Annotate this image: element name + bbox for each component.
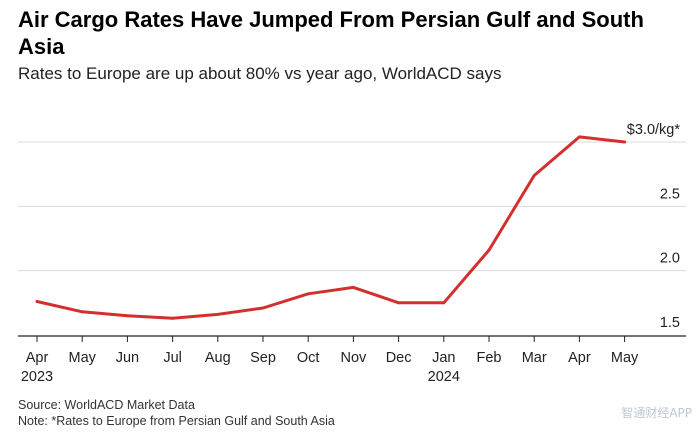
x-tick-label: Apr xyxy=(26,350,49,366)
x-tick-label: Apr xyxy=(568,350,591,366)
x-tick-label: Jul xyxy=(163,350,182,366)
x-tick-label: Nov xyxy=(341,350,368,366)
data-point xyxy=(352,285,355,289)
data-point xyxy=(487,248,491,252)
x-tick-label: Oct xyxy=(297,350,320,366)
x-axis-labels: Apr May Jun Jul Aug Sep Oct Nov Dec Jan Feb Mar Apr M… xyxy=(21,350,639,385)
data-point xyxy=(306,292,310,296)
source-note: Source: WorldACD Market Data xyxy=(18,398,195,412)
chart-subtitle: Rates to Europe are up about 80% vs year… xyxy=(18,64,502,83)
y-axis-labels: 1.5 2.0 2.5 $3.0/kg* xyxy=(627,122,681,331)
data-point xyxy=(442,301,446,305)
series-layer xyxy=(35,135,627,320)
y-tick-label: 2.0 xyxy=(660,251,680,267)
series-line-rates xyxy=(35,135,627,320)
x-tick-label: May xyxy=(611,350,639,366)
y-tick-label: 2.5 xyxy=(660,186,680,202)
data-point xyxy=(80,310,84,314)
y-tick-label: 1.5 xyxy=(660,315,680,331)
data-point xyxy=(216,313,220,316)
footnote: Note: *Rates to Europe from Persian Gulf… xyxy=(18,414,335,428)
grid-lines xyxy=(18,141,686,272)
x-tick-label: Jan xyxy=(432,350,455,366)
x-tick-label: Mar xyxy=(522,350,547,366)
x-tick-label: May xyxy=(68,350,96,366)
x-tick-label: Jun xyxy=(116,350,139,366)
x-year-label: 2023 xyxy=(21,369,53,385)
x-axis-ticks xyxy=(36,336,626,342)
x-tick-label: Aug xyxy=(205,350,231,366)
data-point xyxy=(35,300,39,303)
data-point xyxy=(397,301,400,305)
x-year-label: 2024 xyxy=(428,369,460,385)
x-tick-label: Feb xyxy=(477,350,502,366)
chart-title: Air Cargo Rates Have Jumped From Persian… xyxy=(18,7,644,59)
x-tick-label: Sep xyxy=(250,350,276,366)
data-point xyxy=(578,135,581,139)
data-point xyxy=(623,140,626,144)
y-tick-label: $3.0/kg* xyxy=(627,122,681,138)
data-point xyxy=(532,174,536,177)
data-point xyxy=(171,316,175,320)
data-point xyxy=(126,314,129,318)
x-tick-label: Dec xyxy=(386,350,412,366)
watermark: 智通财经APP xyxy=(621,406,692,420)
data-point xyxy=(261,306,265,310)
